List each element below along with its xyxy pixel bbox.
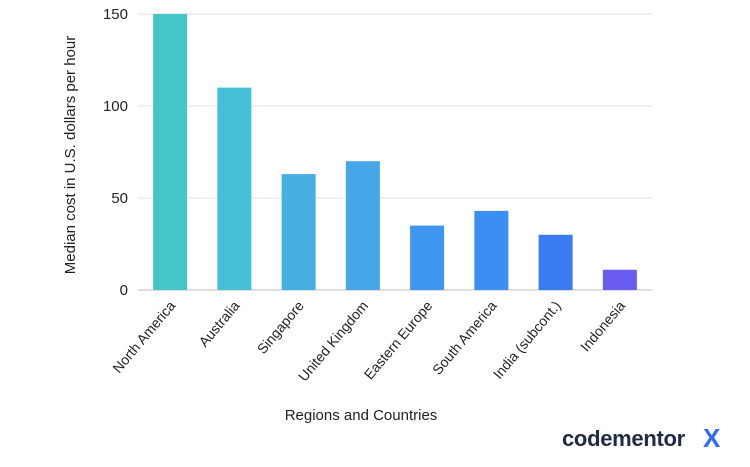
brand-mark: X	[703, 423, 721, 453]
bar	[602, 269, 637, 290]
x-tick-label: South America	[429, 297, 500, 377]
x-tick-label: Singapore	[254, 297, 307, 356]
x-tick-label: Indonesia	[577, 297, 628, 354]
y-axis-title: Median cost in U.S. dollars per hour	[62, 36, 79, 274]
x-tick-label: North America	[109, 297, 178, 375]
bars	[153, 14, 637, 290]
bar	[538, 234, 573, 290]
bar	[345, 161, 380, 290]
brand-name: codementor	[562, 426, 686, 451]
y-tick-label: 150	[103, 6, 128, 23]
x-axis-title: Regions and Countries	[285, 407, 438, 424]
bar	[281, 174, 316, 290]
bar	[410, 225, 445, 290]
y-tick-label: 50	[111, 190, 128, 207]
bar	[217, 87, 252, 290]
x-tick-label: United Kingdom	[295, 298, 371, 385]
y-axis-ticks: 0 50 100 150	[103, 6, 128, 299]
x-tick-label: Eastern Europe	[361, 297, 436, 382]
bar	[153, 14, 188, 290]
y-tick-label: 0	[120, 282, 128, 299]
x-tick-label: India (subcont.)	[490, 298, 564, 382]
bar	[474, 210, 509, 290]
x-tick-label: Australia	[195, 297, 242, 349]
gridlines	[138, 13, 652, 291]
y-tick-label: 100	[103, 98, 128, 115]
brand-logo: codementor X	[562, 423, 721, 453]
